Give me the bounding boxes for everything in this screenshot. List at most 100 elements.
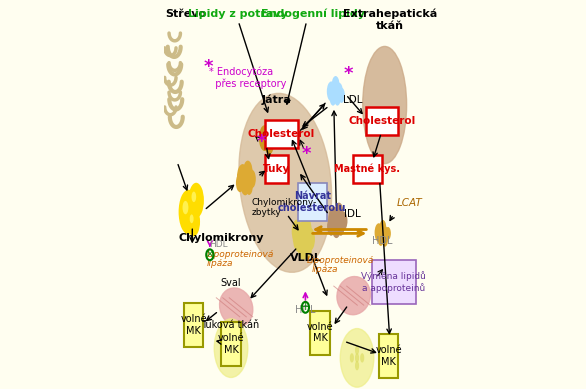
Ellipse shape (337, 219, 345, 236)
Text: *: * (344, 65, 353, 83)
Ellipse shape (182, 201, 189, 214)
FancyBboxPatch shape (372, 260, 415, 304)
Text: Endogenní lipidy: Endogenní lipidy (261, 9, 365, 19)
Text: Chylomikrony: Chylomikrony (178, 233, 264, 243)
FancyBboxPatch shape (222, 322, 241, 366)
Text: HDL: HDL (372, 236, 393, 246)
Ellipse shape (247, 170, 256, 188)
Text: +: + (301, 302, 310, 312)
Ellipse shape (330, 90, 336, 106)
Ellipse shape (385, 227, 391, 240)
Ellipse shape (259, 125, 270, 151)
Text: LCAT: LCAT (396, 198, 422, 208)
FancyBboxPatch shape (265, 155, 288, 183)
FancyBboxPatch shape (265, 120, 298, 148)
Ellipse shape (355, 353, 359, 363)
Text: volné
MK: volné MK (218, 333, 244, 355)
Ellipse shape (192, 191, 196, 202)
Text: Mastné kys.: Mastné kys. (335, 164, 400, 174)
Ellipse shape (335, 203, 343, 224)
Text: lipáza: lipáza (312, 265, 338, 273)
Ellipse shape (382, 233, 388, 247)
FancyBboxPatch shape (311, 311, 330, 354)
Ellipse shape (327, 81, 336, 102)
Text: Návrat
cholesterolu: Návrat cholesterolu (278, 191, 346, 213)
Ellipse shape (380, 220, 386, 235)
FancyBboxPatch shape (184, 303, 203, 347)
Text: VLDL: VLDL (290, 252, 322, 263)
Text: lipáza: lipáza (206, 259, 233, 268)
Text: ×: × (206, 250, 214, 260)
Text: Extrahepatická
tkáň: Extrahepatická tkáň (343, 9, 437, 31)
Text: volné
MK: volné MK (180, 314, 207, 336)
Text: Výměna lipidů
a apoproteinů: Výměna lipidů a apoproteinů (362, 272, 426, 293)
Text: volné
MK: volné MK (307, 322, 333, 343)
FancyBboxPatch shape (366, 107, 398, 135)
Ellipse shape (190, 214, 193, 223)
Ellipse shape (378, 232, 384, 246)
Ellipse shape (332, 76, 339, 94)
Ellipse shape (374, 223, 383, 242)
Text: Cholesterol: Cholesterol (248, 129, 315, 139)
Ellipse shape (239, 93, 332, 272)
Text: HDL: HDL (295, 305, 316, 315)
Text: LDL: LDL (343, 95, 363, 105)
Ellipse shape (328, 207, 339, 233)
Text: Lipidy z potravy: Lipidy z potravy (188, 9, 287, 19)
Ellipse shape (334, 90, 341, 106)
Ellipse shape (350, 353, 354, 363)
FancyBboxPatch shape (298, 183, 327, 221)
Text: *: * (204, 58, 213, 76)
Text: Chylomikrony-
zbytky: Chylomikrony- zbytky (251, 198, 316, 217)
Ellipse shape (229, 343, 233, 353)
FancyBboxPatch shape (353, 155, 382, 183)
Text: Tuková tkáň: Tuková tkáň (202, 319, 260, 329)
Ellipse shape (382, 226, 389, 242)
Ellipse shape (332, 217, 341, 238)
Text: *: * (257, 133, 266, 151)
Text: *: * (301, 145, 311, 163)
Ellipse shape (229, 351, 233, 361)
Ellipse shape (337, 277, 370, 315)
Text: Lipoproteinová: Lipoproteinová (307, 256, 374, 265)
Ellipse shape (187, 207, 200, 237)
Ellipse shape (305, 228, 315, 251)
Ellipse shape (234, 343, 239, 353)
Ellipse shape (335, 82, 343, 100)
Text: volné
MK: volné MK (375, 345, 402, 367)
Ellipse shape (292, 220, 302, 243)
Text: Sval: Sval (220, 278, 241, 288)
Ellipse shape (179, 190, 198, 234)
Ellipse shape (339, 212, 347, 230)
Ellipse shape (224, 343, 228, 353)
Text: Tuky: Tuky (263, 164, 290, 174)
Text: Játra: Játra (262, 95, 292, 105)
Ellipse shape (298, 234, 309, 260)
Ellipse shape (220, 288, 253, 327)
Ellipse shape (189, 183, 204, 218)
Text: Lipoproteinová: Lipoproteinová (206, 250, 274, 259)
Text: Cholesterol: Cholesterol (349, 116, 415, 126)
Text: Střevo: Střevo (165, 9, 206, 19)
Ellipse shape (243, 161, 253, 182)
Ellipse shape (340, 329, 374, 387)
Text: HDL: HDL (209, 240, 228, 249)
Ellipse shape (355, 361, 359, 370)
Text: IDL: IDL (344, 209, 361, 219)
Ellipse shape (338, 88, 345, 103)
Ellipse shape (265, 133, 274, 154)
Ellipse shape (360, 353, 364, 363)
Ellipse shape (300, 217, 312, 242)
Ellipse shape (363, 46, 407, 164)
Ellipse shape (246, 179, 253, 195)
Ellipse shape (237, 164, 248, 190)
Ellipse shape (355, 345, 359, 355)
FancyBboxPatch shape (379, 334, 398, 378)
Ellipse shape (241, 174, 250, 195)
Ellipse shape (293, 222, 306, 252)
Ellipse shape (229, 336, 233, 345)
Ellipse shape (236, 173, 244, 192)
Ellipse shape (214, 319, 248, 377)
Text: * Endocytóza
  přes receptory: * Endocytóza přes receptory (209, 66, 287, 89)
Ellipse shape (327, 217, 335, 236)
